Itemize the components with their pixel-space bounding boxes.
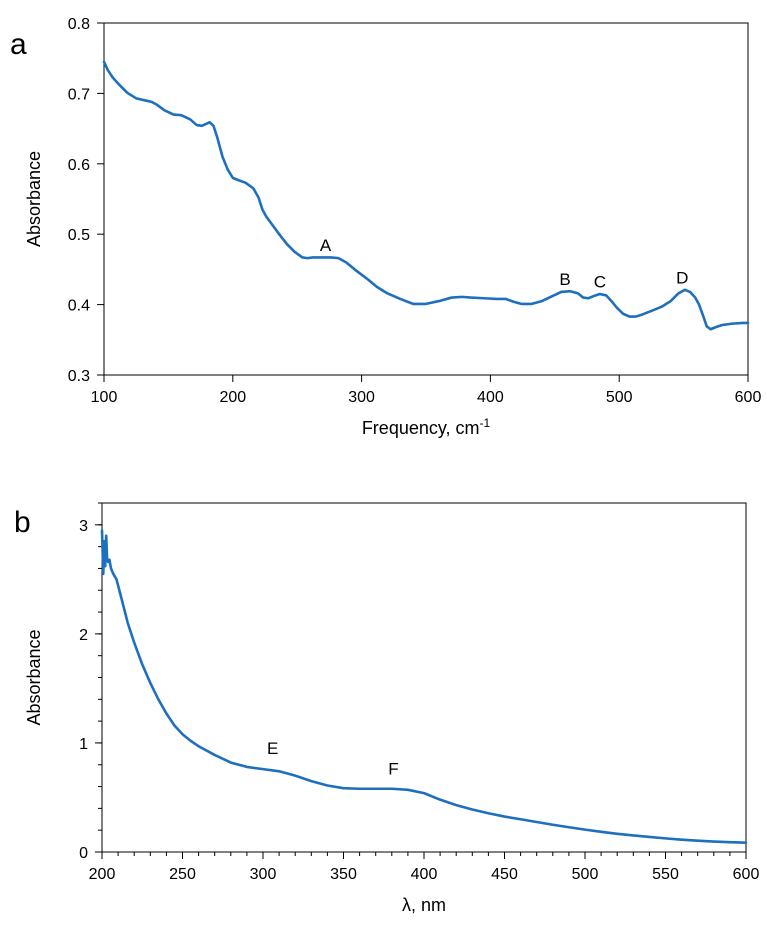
x-tick-label: 400 — [477, 389, 504, 406]
panel-label-a: a — [10, 28, 27, 61]
x-tick-label: 300 — [250, 866, 277, 883]
y-tick-label: 0.3 — [68, 368, 90, 385]
x-tick-label: 350 — [330, 866, 357, 883]
y-axis-title: Absorbance — [24, 629, 44, 725]
peak-annotation-d: D — [676, 268, 688, 287]
x-tick-label: 200 — [219, 389, 246, 406]
y-axis-title: Absorbance — [24, 151, 44, 247]
y-tick-label: 1 — [79, 736, 88, 753]
y-tick-label: 0.7 — [68, 86, 90, 103]
plot-area-frame — [103, 22, 749, 376]
y-tick-label: 0.6 — [68, 157, 90, 174]
x-axis-title: Frequency, cm-1 — [362, 416, 491, 438]
x-tick-label: 600 — [733, 866, 760, 883]
x-axis-title-superscript: -1 — [480, 416, 491, 430]
peak-annotation-b: B — [559, 270, 570, 289]
panel-label-b: b — [14, 506, 31, 539]
chart-b: 200 250 300 350 400 450 500 550 600 0 1 2 3 λ, nm Abso… — [24, 502, 760, 915]
y-tick-label: 0.5 — [68, 227, 90, 244]
x-axis-title-main: λ, nm — [402, 895, 446, 915]
peak-annotation-e: E — [267, 739, 278, 758]
x-tick-label: 500 — [606, 389, 633, 406]
absorbance-series-line — [100, 528, 748, 845]
y-tick-label: 0 — [79, 845, 88, 862]
x-tick-label: 100 — [91, 389, 118, 406]
y-tick-label: 2 — [79, 627, 88, 644]
x-tick-label: 600 — [735, 389, 762, 406]
x-tick-label: 200 — [89, 866, 116, 883]
peak-annotation-c: C — [594, 273, 606, 292]
x-tick-label: 450 — [491, 866, 518, 883]
x-tick-label: 300 — [348, 389, 375, 406]
x-tick-label: 500 — [572, 866, 599, 883]
absorbance-series-line — [102, 60, 750, 331]
y-tick-label: 3 — [79, 518, 88, 535]
x-tick-label: 250 — [169, 866, 196, 883]
x-axis-title-main: Frequency, cm — [362, 418, 480, 438]
x-tick-label: 400 — [411, 866, 438, 883]
peak-annotation-f: F — [388, 760, 398, 779]
plot-area-frame — [101, 502, 747, 853]
x-tick-label: 550 — [652, 866, 679, 883]
y-tick-label: 0.8 — [68, 16, 90, 33]
peak-annotation-a: A — [320, 236, 332, 255]
y-tick-label: 0.4 — [68, 298, 90, 315]
x-axis-title: λ, nm — [402, 895, 446, 915]
chart-a: 100 200 300 400 500 600 0.3 0.4 0.5 0.6 0.7 0.8 Freq… — [24, 16, 761, 438]
